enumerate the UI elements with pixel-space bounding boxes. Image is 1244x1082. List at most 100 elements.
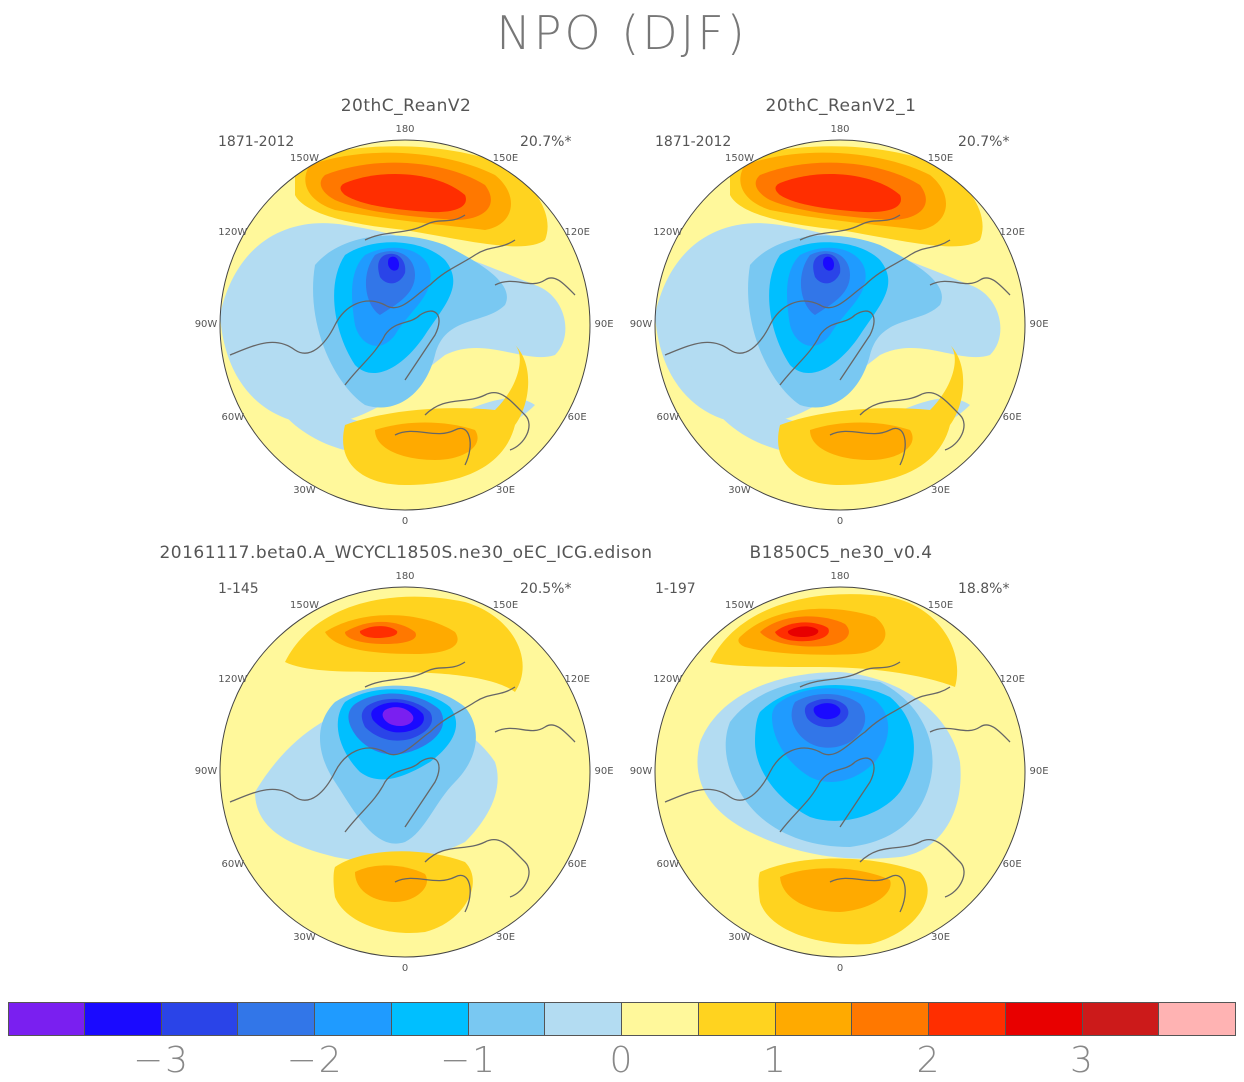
coastline bbox=[364, 661, 466, 688]
contour-region bbox=[787, 626, 819, 637]
panel-title: 20thC_ReanV2_1 bbox=[765, 96, 917, 116]
longitude-label: 120W bbox=[653, 226, 683, 238]
contour-region bbox=[388, 256, 400, 271]
colorbar-cell bbox=[698, 1002, 776, 1036]
longitude-label: 0 bbox=[401, 963, 409, 974]
longitude-label: 60E bbox=[567, 411, 587, 423]
longitude-label: 180 bbox=[395, 124, 415, 135]
coastline bbox=[859, 838, 965, 898]
colorbar-label: 1 bbox=[763, 1040, 788, 1081]
coastline bbox=[424, 391, 530, 451]
coastline bbox=[929, 724, 1011, 743]
contour-region bbox=[382, 707, 414, 726]
contour-region bbox=[359, 626, 398, 638]
panel-title: 20thC_ReanV2 bbox=[340, 96, 472, 116]
colorbar-cell bbox=[315, 1002, 392, 1036]
variance-label: 20.7%* bbox=[958, 134, 1010, 150]
polar-map bbox=[219, 139, 591, 511]
period-label: 1871-2012 bbox=[655, 134, 732, 150]
longitude-label: 60E bbox=[1002, 411, 1022, 423]
map-panel: 20thC_ReanV2_1 1871-2012 20.7%* bbox=[561, 96, 1121, 526]
colorbar-label: 0 bbox=[609, 1040, 635, 1081]
map-boundary bbox=[654, 586, 1026, 958]
longitude-label: 150E bbox=[492, 599, 519, 611]
coastline bbox=[494, 277, 576, 296]
contour-region bbox=[340, 173, 466, 213]
longitude-label: 120W bbox=[218, 673, 248, 685]
map-panel: 20thC_ReanV2 1871-2012 20.7%* bbox=[126, 96, 686, 526]
longitude-label: 150W bbox=[725, 152, 754, 164]
coastline bbox=[229, 239, 516, 356]
longitude-label: 60E bbox=[567, 858, 587, 870]
coastline bbox=[344, 310, 440, 386]
longitude-label: 60W bbox=[656, 411, 680, 423]
panel-title: 20161117.beta0.A_WCYCL1850S.ne30_oEC_ICG… bbox=[159, 543, 653, 563]
longitude-label: 90E bbox=[594, 766, 614, 777]
longitude-label: 120E bbox=[564, 226, 590, 238]
colorbar-cell bbox=[84, 1002, 162, 1036]
coastline bbox=[799, 214, 901, 241]
colorbar-cell bbox=[622, 1002, 699, 1036]
colorbar bbox=[8, 1002, 1236, 1036]
colorbar-cell bbox=[161, 1002, 239, 1036]
polar-map bbox=[654, 586, 1026, 958]
variance-label: 20.5%* bbox=[520, 581, 572, 597]
contour-region bbox=[355, 865, 427, 902]
colorbar-cell bbox=[545, 1002, 622, 1036]
longitude-label: 150E bbox=[927, 152, 954, 164]
map-panel: 20161117.beta0.A_WCYCL1850S.ne30_oEC_ICG… bbox=[126, 543, 686, 973]
longitude-label: 150E bbox=[492, 152, 519, 164]
longitude-label: 30W bbox=[293, 485, 316, 497]
polar-map bbox=[219, 586, 591, 958]
longitude-label: 180 bbox=[830, 124, 850, 135]
longitude-label: 120W bbox=[218, 226, 248, 238]
period-label: 1-145 bbox=[218, 581, 259, 597]
contour-region bbox=[823, 256, 835, 271]
contour-region bbox=[775, 173, 901, 213]
coastline bbox=[779, 757, 875, 833]
longitude-label: 150E bbox=[927, 599, 954, 611]
longitude-label: 90E bbox=[1029, 319, 1049, 330]
longitude-label: 90W bbox=[629, 319, 653, 330]
colorbar-cell bbox=[468, 1002, 546, 1036]
colorbar-cell bbox=[1082, 1002, 1160, 1036]
colorbar-cell bbox=[238, 1002, 315, 1036]
colorbar-cell bbox=[852, 1002, 929, 1036]
coastline bbox=[494, 724, 576, 743]
longitude-label: 90E bbox=[594, 319, 614, 330]
colorbar-cell bbox=[8, 1002, 85, 1036]
colorbar-label: −3 bbox=[132, 1040, 191, 1081]
colorbar-label: 3 bbox=[1070, 1040, 1095, 1081]
longitude-label: 60W bbox=[656, 858, 680, 870]
longitude-label: 30W bbox=[293, 932, 316, 944]
longitude-label: 150W bbox=[290, 152, 319, 164]
period-label: 1-197 bbox=[655, 581, 696, 597]
longitude-label: 0 bbox=[836, 516, 844, 527]
coastline bbox=[779, 310, 875, 386]
longitude-label: 0 bbox=[836, 963, 844, 974]
longitude-label: 90E bbox=[1029, 766, 1049, 777]
coastline bbox=[859, 391, 965, 451]
longitude-label: 120E bbox=[999, 673, 1025, 685]
colorbar-label: 2 bbox=[916, 1040, 942, 1081]
colorbar-cell bbox=[391, 1002, 469, 1036]
longitude-label: 120W bbox=[653, 673, 683, 685]
coastline bbox=[364, 214, 466, 241]
contour-region bbox=[813, 703, 841, 720]
longitude-label: 60W bbox=[221, 411, 245, 423]
figure-title: NPO (DJF) bbox=[496, 6, 748, 60]
colorbar-cell bbox=[1159, 1002, 1236, 1036]
longitude-label: 30E bbox=[495, 485, 516, 497]
coastline bbox=[829, 874, 906, 913]
map-panel: B1850C5_ne30_v0.4 1-197 18.8%* bbox=[561, 543, 1121, 973]
longitude-label: 180 bbox=[830, 571, 850, 582]
colorbar-cell bbox=[1005, 1002, 1083, 1036]
longitude-label: 120E bbox=[564, 673, 590, 685]
polar-map bbox=[654, 139, 1026, 511]
coastline bbox=[394, 427, 471, 466]
coastline bbox=[829, 427, 906, 466]
coastline bbox=[424, 838, 530, 898]
colorbar-cell bbox=[775, 1002, 853, 1036]
coastline bbox=[799, 661, 901, 688]
longitude-label: 90W bbox=[629, 766, 653, 777]
